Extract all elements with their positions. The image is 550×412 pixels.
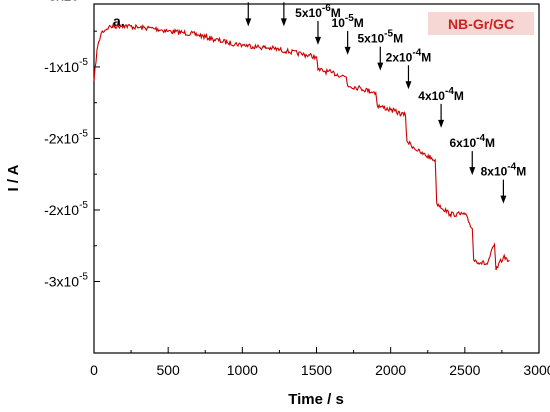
x-tick-label: 1000: [227, 362, 258, 378]
annotation-label: 10-7M: [232, 0, 264, 1]
annotation-label: 5x10-5M: [357, 29, 403, 46]
annotation-arrow-head: [405, 81, 412, 90]
annotation-arrow-head: [500, 195, 507, 204]
annotation-arrow-head: [314, 36, 321, 45]
annotation-label: 2x10-4M: [386, 47, 432, 64]
x-tick-label: 1500: [301, 362, 332, 378]
annotation-label: 4x10-4M: [418, 86, 464, 103]
legend-label: NB-Gr/GC: [448, 16, 514, 32]
x-axis-ticks: 0 500 1000 1500 2000 2500 3000: [90, 347, 550, 378]
y-tick-label: -2x10-5: [44, 128, 88, 146]
x-tick-label: 0: [90, 362, 98, 378]
x-tick-label: 3000: [523, 362, 550, 378]
legend-box: [428, 12, 534, 35]
annotation-label: 10-6M: [268, 0, 300, 1]
y-tick-label: -3x10-5: [44, 271, 88, 289]
x-tick-label: 500: [156, 362, 180, 378]
y-tick-label: -5x10-6: [44, 0, 88, 3]
y-axis-title: I / A: [5, 164, 22, 191]
y-axis-ticks: -5x10-6 -1x10-5 -2x10-5 -2x10-5 -3x10-5: [44, 0, 100, 289]
series-layer: [93, 22, 510, 271]
annotation-arrow-head: [245, 18, 252, 27]
annotation-arrow-head: [469, 167, 476, 176]
panel-label: a.: [113, 13, 125, 29]
annotation-arrow-head: [438, 119, 445, 128]
y-tick-label: -2x10-5: [44, 200, 88, 218]
x-tick-label: 2000: [375, 362, 406, 378]
x-axis-title: Time / s: [288, 391, 344, 408]
annotation-label: 6x10-4M: [449, 133, 495, 150]
annotation-arrow-head: [377, 62, 384, 71]
annotation-label: 5x10-6M: [295, 3, 341, 20]
annotation-arrow-head: [344, 46, 351, 55]
y-tick-label: -1x10-5: [44, 57, 88, 75]
annotation-label: 8x10-4M: [481, 162, 527, 179]
x-tick-label: 2500: [449, 362, 480, 378]
annotation-label: 10-5M: [332, 13, 364, 30]
series-line: [93, 22, 510, 271]
legend: NB-Gr/GC: [428, 12, 534, 35]
annotation-arrow-head: [280, 18, 287, 27]
